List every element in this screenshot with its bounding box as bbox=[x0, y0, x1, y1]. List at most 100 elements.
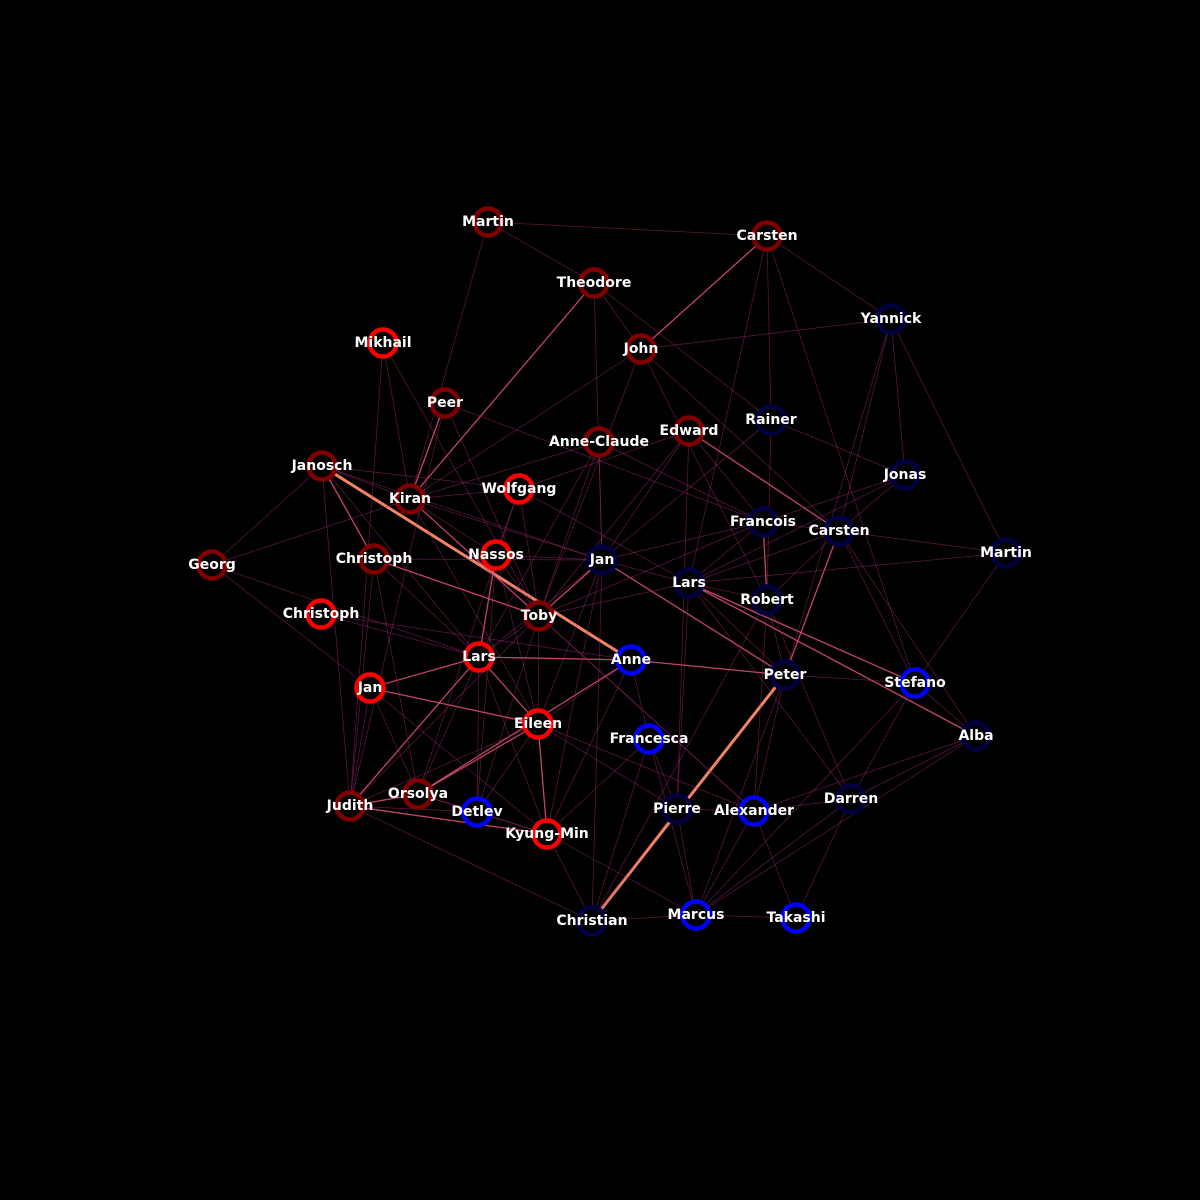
node-robert bbox=[751, 584, 783, 616]
edge-georg-jan_left bbox=[211, 564, 371, 689]
edge-carsten_top-stefano bbox=[766, 235, 916, 684]
node-eileen bbox=[522, 708, 554, 740]
node-label-wolfgang: Wolfgang bbox=[482, 481, 557, 497]
node-label-john: John bbox=[623, 341, 659, 357]
node-label-jonas: Jonas bbox=[883, 467, 927, 483]
node-label-darren: Darren bbox=[824, 791, 878, 807]
node-darren bbox=[835, 783, 867, 815]
edge-judith-christian bbox=[349, 805, 593, 922]
node-kiran bbox=[394, 483, 426, 515]
node-label-christian: Christian bbox=[556, 913, 627, 929]
edge-nassos-lars_left bbox=[478, 554, 497, 658]
edge-anne_claude-kiran bbox=[409, 441, 600, 500]
node-label-christoph_a: Christoph bbox=[336, 551, 413, 567]
edge-mikhail-kiran bbox=[382, 342, 411, 500]
edge-martin_top-kiran bbox=[409, 221, 489, 500]
edge-yannick-jonas bbox=[890, 318, 906, 476]
edge-lars_left-anne bbox=[478, 656, 632, 661]
edge-martin_top-carsten_top bbox=[487, 221, 768, 237]
edge-edward-toby bbox=[538, 430, 690, 617]
edge-eileen-judith bbox=[349, 723, 539, 807]
node-lars_mid bbox=[673, 567, 705, 599]
node-label-detlev: Detlev bbox=[451, 804, 502, 820]
edge-janosch-jan_mid bbox=[321, 465, 603, 561]
node-label-peter: Peter bbox=[764, 667, 807, 683]
edge-carsten_mid-robert bbox=[766, 530, 840, 601]
edge-peter-stefano bbox=[784, 674, 916, 684]
edge-peer-judith bbox=[349, 402, 446, 807]
edge-jan_mid-christian bbox=[591, 559, 603, 922]
edge-jan_left-judith bbox=[349, 687, 371, 807]
edge-eileen-alexander bbox=[537, 723, 755, 812]
edge-francois-lars_mid bbox=[688, 521, 764, 584]
edge-francois-toby bbox=[538, 521, 764, 617]
node-lars_left bbox=[463, 641, 495, 673]
node-label-jan_mid: Jan bbox=[589, 552, 615, 568]
node-martin_top bbox=[472, 206, 504, 238]
node-label-yannick: Yannick bbox=[860, 311, 922, 327]
node-label-kyung_min: Kyung-Min bbox=[505, 826, 589, 842]
edge-robert-christian bbox=[591, 599, 768, 922]
edge-toby-judith bbox=[349, 615, 540, 807]
edge-carsten_mid-lars_mid bbox=[688, 530, 840, 584]
node-francois bbox=[747, 506, 779, 538]
edge-marcus-takashi bbox=[695, 914, 797, 919]
node-label-marcus: Marcus bbox=[668, 907, 725, 923]
edge-toby-detlev bbox=[476, 615, 540, 813]
node-stefano bbox=[899, 667, 931, 699]
node-jonas bbox=[889, 459, 921, 491]
edge-john-yannick bbox=[640, 318, 892, 350]
edge-stefano-marcus bbox=[695, 682, 916, 916]
node-detlev bbox=[461, 796, 493, 828]
edge-carsten_mid-alba bbox=[838, 530, 977, 737]
edge-judith-kyung_min bbox=[349, 805, 548, 835]
edge-theodore-rainer bbox=[593, 282, 772, 421]
node-peter bbox=[769, 659, 801, 691]
node-label-carsten_top: Carsten bbox=[736, 228, 797, 244]
node-label-orsolya: Orsolya bbox=[388, 786, 448, 802]
node-mikhail bbox=[367, 327, 399, 359]
edge-pierre-christian bbox=[591, 808, 678, 922]
node-peer bbox=[429, 387, 461, 419]
node-label-jan_left: Jan bbox=[357, 680, 383, 696]
node-label-alba: Alba bbox=[958, 728, 993, 744]
edge-janosch-wolfgang bbox=[321, 465, 520, 490]
edge-anne_claude-jan_mid bbox=[598, 441, 603, 561]
edge-kiran-nassos bbox=[409, 498, 497, 556]
node-takashi bbox=[780, 902, 812, 934]
edge-anne_claude-toby bbox=[538, 441, 600, 617]
edge-martin_right-stefano bbox=[914, 552, 1007, 684]
node-alexander bbox=[738, 795, 770, 827]
edge-wolfgang-orsolya bbox=[417, 488, 520, 795]
edge-mikhail-toby bbox=[382, 342, 540, 617]
edge-lars_left-kyung_min bbox=[478, 656, 548, 835]
edge-john-toby bbox=[538, 348, 642, 617]
edge-peter-marcus bbox=[695, 674, 786, 916]
edge-francesca-kyung_min bbox=[546, 738, 650, 835]
edge-carsten_top-rainer bbox=[766, 235, 772, 421]
node-label-eileen: Eileen bbox=[514, 716, 562, 732]
node-nassos bbox=[480, 539, 512, 571]
node-pierre bbox=[661, 793, 693, 825]
node-label-judith: Judith bbox=[326, 798, 374, 814]
node-label-pierre: Pierre bbox=[653, 801, 701, 817]
edge-rainer-jonas bbox=[770, 419, 906, 476]
edge-alexander-marcus bbox=[695, 810, 755, 916]
edge-yannick-martin_right bbox=[890, 318, 1007, 554]
node-label-rainer: Rainer bbox=[745, 412, 796, 428]
node-label-peer: Peer bbox=[427, 395, 463, 411]
edge-lars_mid-alba bbox=[688, 582, 977, 737]
edge-georg-janosch bbox=[211, 465, 323, 566]
edge-yannick-carsten_mid bbox=[838, 318, 892, 532]
labels-layer: Martin Carsten Theodore Yannick Mikhail John P… bbox=[188, 214, 1032, 929]
edge-francesca-marcus bbox=[648, 738, 697, 916]
edge-edward-pierre bbox=[676, 430, 690, 810]
edge-jan_mid-eileen bbox=[537, 559, 603, 725]
node-jan_left bbox=[354, 672, 386, 704]
edge-lars_mid-darren bbox=[688, 582, 852, 800]
edge-christoph_a-orsolya bbox=[373, 558, 419, 795]
edge-edward-carsten_mid bbox=[688, 430, 840, 532]
edge-lars_mid-toby bbox=[538, 582, 690, 617]
edge-john-carsten_mid bbox=[640, 348, 840, 532]
